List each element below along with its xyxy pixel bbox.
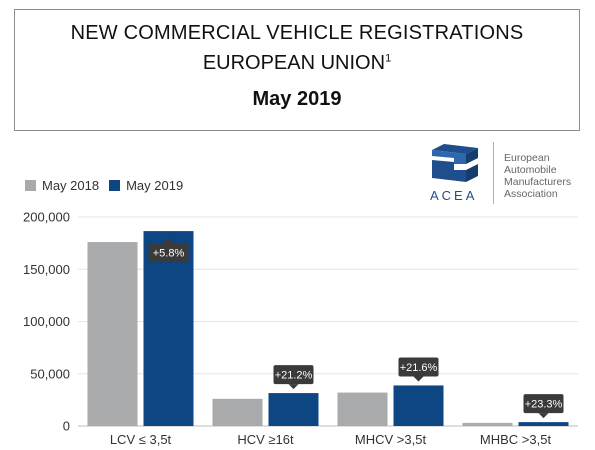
acea-logo-icon [432, 144, 478, 182]
chart-subtitle: EUROPEAN UNION1 [15, 52, 579, 75]
y-tick-label: 100,000 [23, 314, 70, 329]
bar-2019 [518, 422, 569, 426]
acea-name-line: Association [504, 188, 558, 200]
pct-change-pointer [538, 413, 549, 419]
legend-swatch-2019 [109, 180, 121, 191]
acea-acronym: ACEA [430, 188, 478, 203]
pct-change-badge [398, 357, 439, 377]
pct-change-badge [148, 243, 189, 263]
bar-2019 [393, 385, 444, 426]
legend-label-2019: May 2019 [126, 178, 184, 193]
chart-period: May 2019 [252, 88, 342, 110]
legend-item-2018: May 2018 [25, 178, 99, 193]
x-tick-label: LCV ≤ 3,5t [110, 432, 172, 447]
acea-logo: ACEA European Automobile Manufacturers A… [420, 140, 590, 208]
x-tick-label: MHCV >3,5t [355, 432, 427, 447]
pct-change-pointer [163, 238, 174, 244]
pct-change-pointer [288, 384, 299, 390]
bar-2018 [212, 398, 263, 426]
bar-2019 [268, 393, 319, 426]
legend-label-2018: May 2018 [42, 178, 100, 193]
pct-change-label: +21.6% [400, 362, 438, 374]
chart-title: NEW COMMERCIAL VEHICLE REGISTRATIONS [70, 22, 524, 44]
legend-item-2019: May 2019 [109, 178, 183, 193]
x-tick-label: MHBC >3,5t [480, 432, 552, 447]
y-tick-label: 0 [63, 419, 70, 434]
pct-change-label: +21.2% [275, 370, 313, 382]
pct-change-badge [273, 365, 314, 385]
logo-divider [493, 142, 494, 204]
bar-2018 [462, 422, 513, 426]
bar-2019 [143, 231, 194, 426]
bar-chart: 0 50,000 100,000 150,000 200,000 LCV ≤ 3,5t +5… [23, 210, 578, 447]
bar-2018 [337, 392, 388, 426]
acea-name-line: European [504, 152, 550, 164]
acea-name-line: Automobile [504, 164, 557, 176]
pct-change-label: +23.3% [525, 399, 563, 411]
legend: May 2018 May 2019 [25, 178, 193, 193]
footnote-marker: 1 [385, 52, 392, 65]
chart-subtitle-text: EUROPEAN UNION [202, 52, 386, 74]
y-tick-label: 200,000 [23, 210, 70, 225]
pct-change-badge [523, 394, 564, 414]
title-box: NEW COMMERCIAL VEHICLE REGISTRATIONS EUR… [14, 9, 580, 131]
pct-change-label: +5.8% [153, 248, 185, 260]
pct-change-pointer [413, 376, 424, 382]
acea-full-name: European Automobile Manufacturers Associ… [504, 152, 571, 200]
acea-name-line: Manufacturers [504, 176, 572, 188]
legend-swatch-2018 [25, 180, 36, 191]
y-tick-label: 50,000 [30, 366, 70, 381]
bar-2018 [87, 242, 138, 426]
x-tick-label: HCV ≥16t [237, 432, 294, 447]
y-tick-label: 150,000 [23, 262, 70, 277]
